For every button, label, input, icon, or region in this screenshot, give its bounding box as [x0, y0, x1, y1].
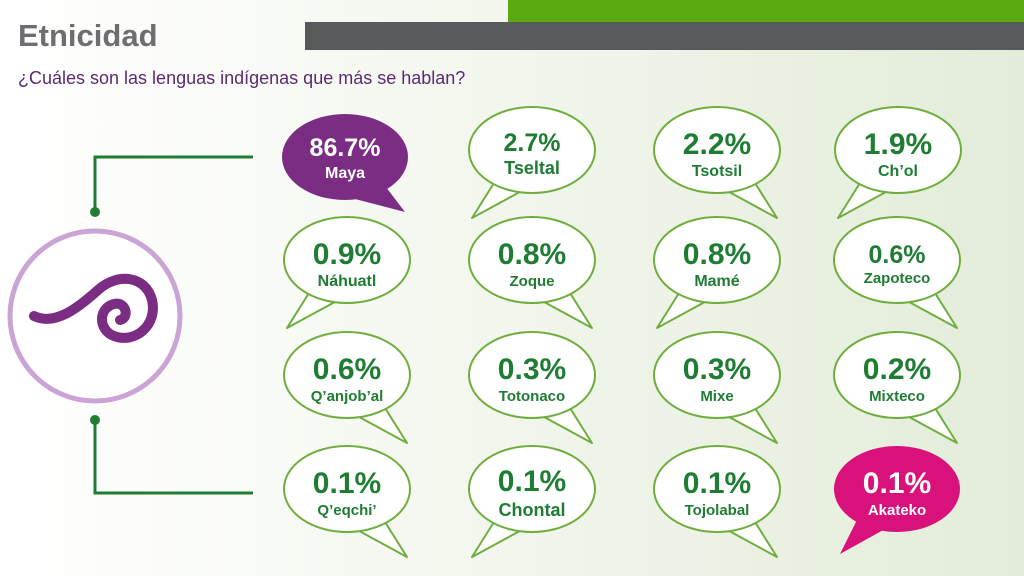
language-percent: 0.8%: [497, 238, 567, 272]
language-name: Chontal: [498, 499, 566, 520]
language-bubble-tseltal: 2.7% Tseltal: [467, 105, 597, 219]
language-percent: 0.1%: [862, 467, 932, 501]
language-percent: 0.6%: [312, 353, 382, 387]
language-bubble-tsotsil: 2.2% Tsotsil: [652, 105, 782, 219]
swirl-icon: [29, 273, 158, 343]
language-bubble-zapoteco: 0.6% Zapoteco: [832, 215, 962, 329]
language-bubble-maya: 86.7% Maya: [280, 112, 410, 212]
page-title: Etnicidad: [18, 18, 158, 53]
language-percent: 0.2%: [862, 353, 932, 387]
language-bubble-mixteco: 0.2% Mixteco: [832, 330, 962, 444]
language-percent: 0.1%: [682, 467, 752, 501]
language-bubble-qanjobal: 0.6% Q’anjob’al: [282, 330, 412, 444]
language-percent: 0.6%: [868, 240, 926, 269]
language-name: Maya: [324, 164, 366, 182]
language-name: Zapoteco: [863, 270, 931, 288]
language-name: Q’anjob’al: [310, 387, 384, 405]
language-bubble-mame: 0.8% Mamé: [652, 215, 782, 329]
language-name: Mamé: [694, 273, 740, 291]
language-percent: 0.1%: [312, 467, 382, 501]
logo-ring: [7, 228, 183, 404]
language-name: Akateko: [867, 501, 927, 519]
language-bubble-tojolabal: 0.1% Tojolabal: [652, 444, 782, 558]
language-bubble-akateko: 0.1% Akateko: [832, 444, 962, 554]
language-percent: 86.7%: [309, 134, 381, 163]
language-name: Totonaco: [498, 387, 566, 405]
language-name: Ch’ol: [878, 163, 918, 181]
language-bubble-zoque: 0.8% Zoque: [467, 215, 597, 329]
language-bubble-mixe: 0.3% Mixe: [652, 330, 782, 444]
language-percent: 0.9%: [312, 237, 382, 271]
connector-lines: [93, 155, 253, 495]
language-name: Zoque: [509, 272, 555, 290]
language-bubble-chol: 1.9% Ch’ol: [833, 105, 963, 219]
language-name: Náhuatl: [317, 273, 377, 291]
language-percent: 1.9%: [863, 127, 933, 161]
page-subtitle: ¿Cuáles son las lenguas indígenas que má…: [18, 68, 466, 88]
language-percent: 0.3%: [497, 353, 567, 387]
language-bubble-nahuatl: 0.9% Náhuatl: [282, 215, 412, 329]
language-percent: 0.8%: [682, 237, 752, 271]
language-name: Q’eqchi’: [317, 501, 377, 519]
language-percent: 2.7%: [503, 129, 561, 158]
language-name: Mixe: [700, 387, 734, 405]
language-bubble-totonaco: 0.3% Totonaco: [467, 330, 597, 444]
language-percent: 2.2%: [682, 127, 752, 161]
language-percent: 0.1%: [497, 465, 567, 499]
language-name: Tseltal: [504, 158, 560, 179]
header-gray-bar: [305, 22, 1024, 50]
language-name: Tojolabal: [684, 501, 750, 519]
language-name: Mixteco: [869, 387, 925, 405]
language-name: Tsotsil: [691, 163, 743, 181]
language-percent: 0.3%: [682, 353, 752, 387]
language-bubble-chontal: 0.1% Chontal: [467, 444, 597, 558]
header-accent-bar: [508, 0, 1024, 22]
language-bubble-qeqchi: 0.1% Q’eqchi’: [282, 444, 412, 558]
